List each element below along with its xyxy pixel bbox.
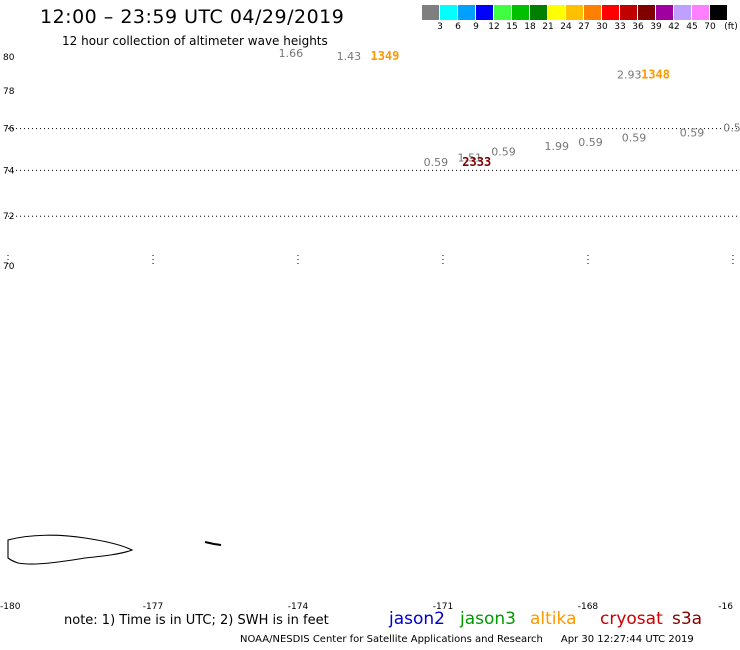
legend-swatch: [656, 5, 674, 20]
legend-swatch: [476, 5, 494, 20]
latitude-label: 70: [3, 262, 15, 272]
credit-text: NOAA/NESDIS Center for Satellite Applica…: [240, 634, 543, 645]
legend-tick-label: 15: [506, 22, 518, 32]
satellite-name-jason3: jason3: [460, 609, 516, 629]
wave-height-value: 0.59: [680, 127, 705, 140]
legend-tick-label: 24: [560, 22, 572, 32]
wave-height-value: 1.66: [279, 47, 304, 60]
longitude-label: -171: [433, 602, 453, 612]
wave-height-value: 0.59: [723, 122, 740, 135]
latitude-label: 78: [3, 87, 15, 97]
legend-swatch: [440, 5, 458, 20]
note-text: note: 1) Time is in UTC; 2) SWH is in fe…: [64, 613, 329, 628]
wrangel-island-coastline: [7, 534, 134, 565]
wave-height-value: 1.43: [337, 50, 362, 63]
wave-height-value: 1.51: [457, 152, 482, 165]
latitude-label: 80: [3, 53, 15, 63]
legend-tick-label: 3: [437, 22, 443, 32]
satellite-name-altika: altika: [530, 609, 577, 629]
legend-tick-label: 42: [668, 22, 680, 32]
legend-swatch: [674, 5, 692, 20]
latitude-label: 74: [3, 166, 15, 176]
longitude-label: -174: [288, 602, 309, 612]
legend-tick-label: 30: [596, 22, 608, 32]
legend-swatch: [692, 5, 710, 20]
timestamp: Apr 30 12:27:44 UTC 2019: [560, 634, 694, 645]
legend-swatch: [422, 5, 440, 20]
legend-swatch: [530, 5, 548, 20]
islet-coastline: [204, 541, 222, 546]
pass-number: 1348: [641, 68, 670, 82]
longitude-label: -16: [718, 602, 733, 612]
wave-height-value: 0.59: [622, 132, 647, 145]
legend-swatch: [566, 5, 584, 20]
legend-tick-label: 36: [632, 22, 644, 32]
legend-tick-label: 39: [650, 22, 662, 32]
legend-swatch: [548, 5, 566, 20]
legend-tick-label: 6: [455, 22, 461, 32]
longitude-label: -180: [0, 602, 21, 612]
legend-tick-label: 12: [488, 22, 500, 32]
latitude-label: 76: [3, 125, 15, 135]
wave-height-value: 2.93: [617, 69, 642, 82]
legend-swatch: [458, 5, 476, 20]
legend-tick-label: 18: [524, 22, 536, 32]
pass-number: 2333: [462, 155, 491, 169]
legend-swatch: [638, 5, 656, 20]
satellite-name-cryosat: cryosat: [600, 609, 663, 629]
legend-tick-label: 9: [473, 22, 479, 32]
wave-height-value: 0.59: [578, 136, 603, 149]
longitude-label: -177: [143, 602, 163, 612]
satellite-name-jason2: jason2: [389, 609, 445, 629]
satellite-name-s3a: s3a: [672, 609, 703, 629]
legend-swatch: [584, 5, 602, 20]
wave-height-value: 1.99: [544, 140, 569, 153]
legend-tick-label: 27: [578, 22, 590, 32]
page-subtitle: 12 hour collection of altimeter wave hei…: [62, 34, 328, 48]
legend-swatch: [620, 5, 638, 20]
wave-height-value: 0.59: [424, 156, 449, 169]
legend-swatch: [512, 5, 530, 20]
latitude-label: 72: [3, 212, 14, 222]
wave-height-value: 0.59: [491, 145, 516, 158]
legend-tick-label: 45: [686, 22, 698, 32]
legend-tick-label: 21: [542, 22, 554, 32]
pass-number: 1349: [370, 49, 399, 63]
page-title: 12:00 – 23:59 UTC 04/29/2019: [40, 6, 345, 28]
legend-unit: (ft): [724, 22, 738, 32]
credit-line: NOAA/NESDIS Center for Satellite Applica…: [240, 634, 694, 645]
legend-swatch: [494, 5, 512, 20]
longitude-label: -168: [578, 602, 599, 612]
legend-tick-label: 70: [704, 22, 716, 32]
legend-swatch: [602, 5, 620, 20]
legend-tick-label: 33: [614, 22, 626, 32]
legend-swatch: [710, 5, 728, 20]
